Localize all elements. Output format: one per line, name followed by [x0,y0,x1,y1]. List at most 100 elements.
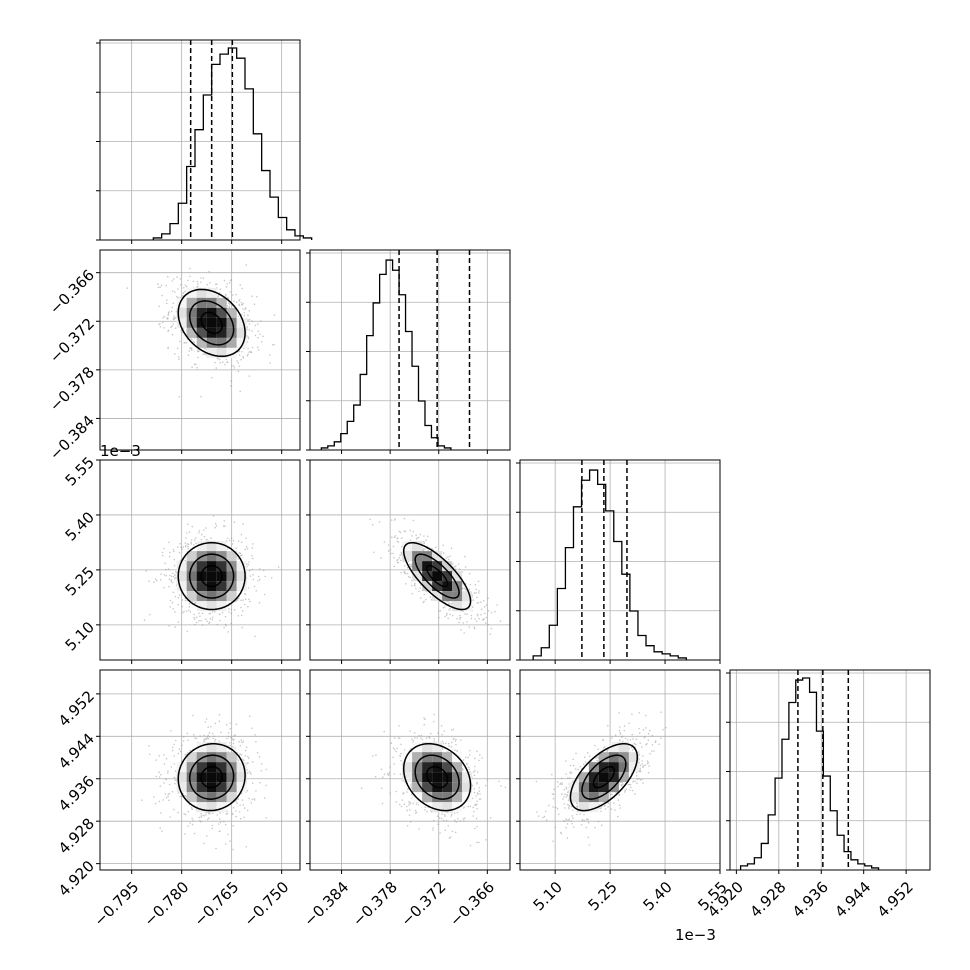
y-offset-label: 1e−3 [100,442,141,460]
density-cell [618,772,629,783]
density-cell [186,287,197,298]
density-cell [216,782,227,793]
density-cell [206,337,217,348]
density-cell [422,752,433,763]
density-cell [176,571,187,582]
density-cell [226,591,237,602]
density-cell [176,317,187,328]
density-cell [216,802,227,813]
density-cell [422,792,433,803]
density-cell [432,551,443,562]
density-cell [236,772,247,783]
panel-frame [309,459,511,661]
density-cell [442,802,453,813]
panel-background [730,670,930,870]
density-cell [186,772,197,783]
contour-line [414,553,460,599]
y-tick-label: 5.40 [62,508,98,544]
density-cell [422,742,433,753]
density-cell [226,337,237,348]
density-cell [226,752,237,763]
density-cell [402,772,413,783]
density-cell [568,792,579,803]
density-cell [176,782,187,793]
density-cell [186,307,197,318]
density-cell [402,752,413,763]
density-cell [216,307,227,318]
y-tick-label: 5.25 [62,563,98,599]
x-tick-label: −0.366 [446,878,498,930]
histogram-panel-2 [516,459,721,664]
density-cell [186,551,197,562]
density-cell [206,772,217,783]
panel-content [360,713,507,847]
panel-frame [309,669,511,871]
density-cell [422,581,433,592]
density-cell [226,571,237,582]
y-tick-label: 4.952 [55,687,98,730]
density-cell [412,772,423,783]
contour-line [177,288,246,358]
density-cell [196,581,207,592]
density-cell [412,752,423,763]
contour-line [569,742,639,812]
density-cell [186,792,197,803]
panel-frame [519,669,721,871]
histogram-panel-3 [726,669,931,874]
contour-line [177,743,246,812]
density-cell [432,792,443,803]
density-cell [578,772,589,783]
density-cell [226,792,237,803]
x-tick-label: 4.952 [874,878,917,921]
x-tick-label: −0.765 [190,878,242,930]
y-tick-label: 4.936 [55,772,98,815]
panel-frame [729,669,931,871]
panel-content [126,264,276,398]
y-tick-label: 5.55 [62,453,98,489]
contour-line [200,564,223,588]
density-cell [432,561,443,572]
density-cell [216,792,227,803]
x-offset-label: 1e−3 [675,926,716,944]
panel-frame [99,669,301,871]
scatter-panel-1-2 [306,459,511,664]
density-cell [226,551,237,562]
density-cell [628,752,639,763]
x-tick-label: −0.750 [240,878,292,930]
density-cell [598,762,609,773]
density-cell [628,762,639,773]
density-cell [176,762,187,773]
density-cell [598,772,609,783]
contour-line [402,541,472,611]
density-cell [608,772,619,783]
scatter-panel-0-1 [96,249,301,454]
scatter-panel-0-3 [96,669,301,874]
density-cell [442,762,453,773]
y-tick-label: 4.928 [55,814,98,857]
y-tick-label: −0.366 [46,266,98,318]
contour-line [425,765,449,789]
x-tick-label: −0.378 [349,878,401,930]
density-cell [216,581,227,592]
density-cell [422,571,433,582]
x-tick-label: 4.936 [789,878,832,921]
contour-line [581,754,627,800]
density-cell [452,571,463,582]
density-cell [226,317,237,328]
density-cell [176,307,187,318]
density-cell [236,327,247,338]
y-tick-label: 4.920 [55,857,98,900]
contour-line [200,765,223,789]
density-cell [402,551,413,562]
density-cell [578,802,589,813]
density-cell [206,287,217,298]
density-cell [236,317,247,328]
density-cell [216,742,227,753]
density-cell [176,772,187,783]
density-cell [226,782,237,793]
density-cell [402,541,413,552]
x-tick-label: −0.372 [398,878,450,930]
density-cell [216,561,227,572]
density-cell [598,792,609,803]
